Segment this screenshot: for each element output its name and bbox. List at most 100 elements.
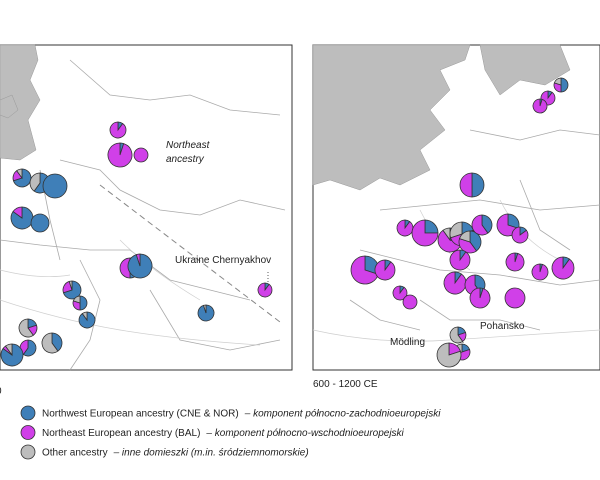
pies bbox=[0, 77, 575, 368]
sea bbox=[312, 44, 471, 191]
pie bbox=[458, 230, 482, 254]
pie-slice bbox=[72, 295, 81, 304]
legend-label: Northeast European ancestry (BAL) – kompo… bbox=[42, 428, 405, 439]
pie-slice bbox=[532, 98, 548, 114]
pie-slice bbox=[135, 253, 141, 267]
panel-title: 600 - 1200 CE bbox=[313, 379, 378, 390]
pie-slice bbox=[18, 318, 34, 338]
pie-slice bbox=[459, 172, 473, 198]
pie bbox=[504, 287, 526, 309]
pie bbox=[78, 311, 96, 329]
pie bbox=[411, 219, 439, 247]
pie-slice bbox=[42, 173, 68, 199]
pie bbox=[392, 285, 408, 301]
legend-swatch bbox=[20, 405, 36, 421]
pie-slice bbox=[133, 147, 149, 163]
map-label: Northeast bbox=[166, 140, 211, 151]
pie-slice bbox=[350, 255, 379, 285]
pie-slice bbox=[471, 214, 489, 236]
pie bbox=[436, 342, 462, 368]
pie-slice bbox=[471, 172, 485, 198]
left-panel-base bbox=[0, 44, 293, 371]
pie-slice bbox=[16, 168, 23, 180]
pie bbox=[197, 304, 215, 322]
pie-slice bbox=[511, 226, 529, 244]
pie-slice bbox=[553, 77, 562, 86]
pie-slice bbox=[436, 342, 462, 368]
legend-swatch bbox=[20, 444, 36, 460]
sea bbox=[0, 94, 19, 119]
sea bbox=[0, 44, 41, 161]
pie-slice bbox=[203, 304, 207, 314]
pie-slice bbox=[12, 206, 23, 219]
pie bbox=[72, 295, 88, 311]
pie-slice bbox=[109, 121, 127, 139]
pie bbox=[532, 98, 548, 114]
pie bbox=[469, 287, 491, 309]
pie-slice bbox=[392, 285, 408, 301]
pie-slice bbox=[459, 230, 471, 243]
pie bbox=[402, 294, 418, 310]
pie bbox=[505, 252, 525, 272]
pie-slice bbox=[411, 219, 439, 247]
borders bbox=[349, 129, 600, 331]
pie bbox=[133, 147, 149, 163]
pie-slice bbox=[22, 339, 37, 357]
pie-slice bbox=[402, 294, 418, 310]
legend-label: Northwest European ancestry (CNE & NOR) –… bbox=[42, 409, 441, 420]
pie-slice bbox=[469, 230, 482, 252]
legend-swatch bbox=[20, 425, 36, 440]
panel-frame bbox=[0, 44, 293, 371]
pie-slice bbox=[68, 280, 73, 291]
pie bbox=[30, 213, 50, 233]
pie-slice bbox=[449, 326, 464, 344]
pie-slice bbox=[469, 287, 491, 309]
sea bbox=[479, 44, 571, 96]
legend: Northwest European ancestry (CNE & NOR) –… bbox=[20, 405, 441, 460]
legend-text: Northwest European ancestry (CNE & NOR) bbox=[42, 409, 239, 420]
pie bbox=[10, 206, 34, 230]
pie-slice bbox=[443, 271, 467, 295]
pie bbox=[531, 263, 549, 281]
pie-slice bbox=[107, 142, 133, 168]
pie bbox=[449, 326, 467, 344]
legend-text: Other ancestry bbox=[42, 448, 108, 459]
pie-slice bbox=[449, 221, 463, 239]
pie-slice bbox=[81, 311, 88, 322]
pie bbox=[459, 172, 485, 198]
panel-title: 0 bbox=[0, 386, 2, 397]
pie-slice bbox=[4, 343, 13, 357]
pie bbox=[18, 318, 38, 338]
pie-slice bbox=[481, 214, 493, 234]
legend-label: Other ancestry – inne domieszki (m.in. śr… bbox=[42, 448, 309, 459]
pie-slice bbox=[29, 172, 41, 192]
pie-slice bbox=[551, 256, 575, 280]
pie-slice bbox=[437, 229, 462, 253]
pie-slice bbox=[531, 263, 549, 281]
rivers bbox=[0, 239, 261, 346]
pie-slice bbox=[560, 77, 569, 93]
migration-line bbox=[99, 184, 281, 323]
pie bbox=[449, 249, 471, 271]
map-label: Mödling bbox=[390, 337, 425, 348]
pie bbox=[107, 142, 133, 168]
pie bbox=[42, 173, 68, 199]
legend-note: – komponent północno-zachodnioeuropejski bbox=[244, 409, 441, 420]
pie-slice bbox=[119, 257, 131, 279]
legend-note: – inne domieszki (m.in. śródziemnomorski… bbox=[113, 448, 309, 459]
legend-note: – komponent północno-wschodnioeuropejski bbox=[205, 428, 404, 439]
pie-slice bbox=[51, 332, 63, 352]
pie-slice bbox=[30, 213, 50, 233]
map-label: Ukraine Chernyakhov bbox=[175, 255, 271, 266]
map-label: Pohansko bbox=[480, 321, 525, 332]
pie-slice bbox=[257, 282, 273, 298]
pie-slice bbox=[396, 219, 414, 237]
pie bbox=[127, 253, 153, 279]
map-label: ancestry bbox=[166, 154, 205, 165]
pie bbox=[374, 259, 396, 281]
pie-slice bbox=[79, 295, 88, 311]
pie bbox=[41, 332, 63, 354]
pie-slice bbox=[504, 287, 526, 309]
pie bbox=[0, 343, 24, 367]
pie-slice bbox=[442, 227, 451, 242]
